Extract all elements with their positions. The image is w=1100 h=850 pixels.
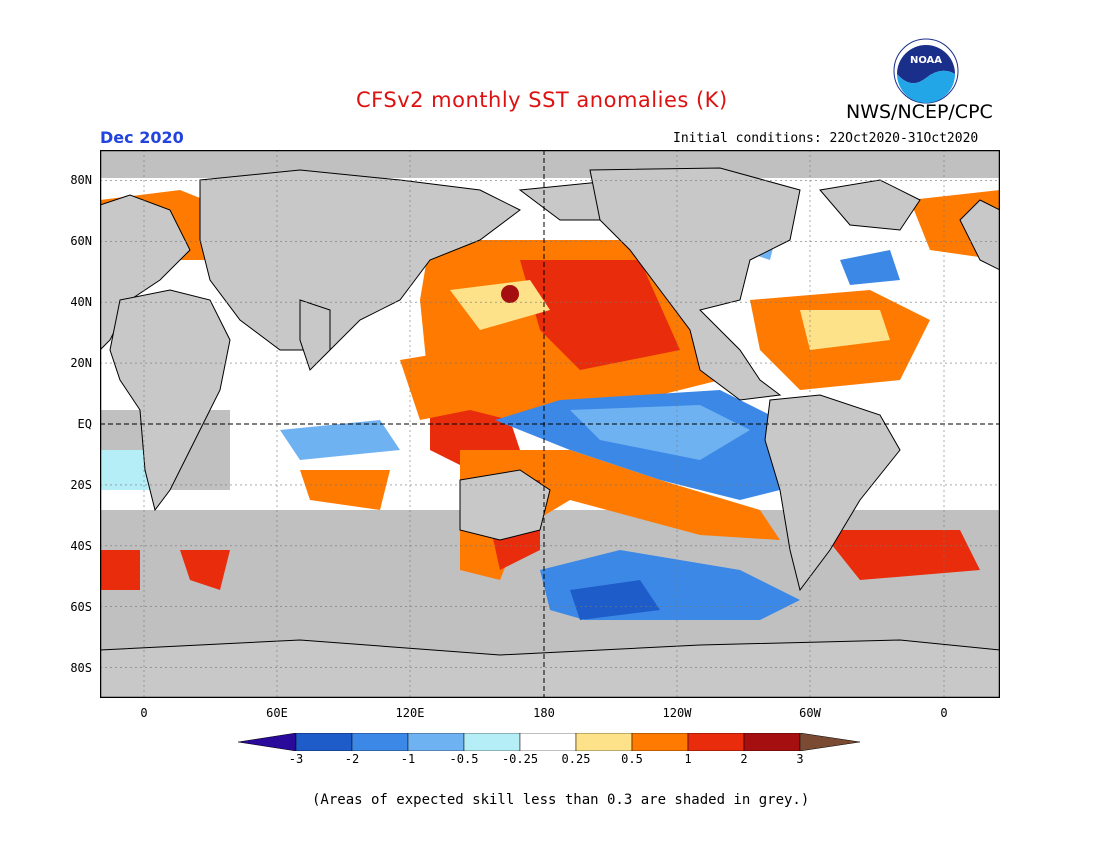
forecast-month: Dec 2020 bbox=[100, 128, 184, 147]
chart-title: CFSv2 monthly SST anomalies (K) bbox=[356, 88, 728, 112]
colorbar-segment-10 bbox=[799, 733, 861, 751]
colorbar-segment-6 bbox=[575, 733, 633, 751]
colorbar-segment-0 bbox=[238, 733, 297, 751]
colorbar-label: -3 bbox=[288, 752, 304, 766]
lat-tick-40s: 40S bbox=[70, 539, 92, 553]
colorbar-segment-3 bbox=[407, 733, 465, 751]
colorbar-segment-9 bbox=[743, 733, 801, 751]
lon-tick-60e: 60E bbox=[266, 706, 288, 720]
lat-tick-60s: 60S bbox=[70, 600, 92, 614]
colorbar-label: 0.5 bbox=[621, 752, 643, 766]
noaa-logo: NOAA bbox=[893, 38, 959, 104]
colorbar-segment-7 bbox=[631, 733, 689, 751]
lat-tick-20n: 20N bbox=[70, 356, 92, 370]
lat-tick-80s: 80S bbox=[70, 661, 92, 675]
lat-tick-60n: 60N bbox=[70, 234, 92, 248]
graticule bbox=[100, 150, 1000, 698]
colorbar-segment-1 bbox=[295, 733, 353, 751]
low-skill-north bbox=[100, 150, 1000, 178]
colorbar-segment-8 bbox=[687, 733, 745, 751]
colorbar-label: 2 bbox=[740, 752, 748, 766]
colorbar-label: -0.5 bbox=[449, 752, 479, 766]
colorbar-label: -0.25 bbox=[501, 752, 539, 766]
colorbar-segment-2 bbox=[351, 733, 409, 751]
lat-tick-20s: 20S bbox=[70, 478, 92, 492]
lat-tick-40n: 40N bbox=[70, 295, 92, 309]
reference-lines bbox=[100, 150, 1000, 698]
initial-conditions: Initial conditions: 22Oct2020-31Oct2020 bbox=[673, 131, 979, 146]
colorbar-label: 3 bbox=[796, 752, 804, 766]
colorbar-segment-5 bbox=[519, 733, 577, 751]
sst-anomaly-map bbox=[100, 150, 1000, 698]
skill-note: (Areas of expected skill less than 0.3 a… bbox=[312, 792, 810, 808]
lon-tick-120w: 120W bbox=[662, 706, 692, 720]
lon-tick-0-east: 0 bbox=[940, 706, 948, 720]
lon-tick-60w: 60W bbox=[799, 706, 821, 720]
colorbar bbox=[238, 733, 861, 751]
anomaly-fields bbox=[100, 150, 1000, 698]
agency-label: NWS/NCEP/CPC bbox=[846, 101, 993, 123]
lon-tick-0: 0 bbox=[140, 706, 148, 720]
colorbar-label: -1 bbox=[400, 752, 416, 766]
land bbox=[100, 167, 1000, 698]
colorbar-segment-4 bbox=[463, 733, 521, 751]
colorbar-label: 1 bbox=[684, 752, 692, 766]
lat-tick-eq: EQ bbox=[77, 417, 92, 431]
colorbar-label: -2 bbox=[344, 752, 360, 766]
lon-tick-180: 180 bbox=[533, 706, 555, 720]
lon-tick-120e: 120E bbox=[395, 706, 425, 720]
lat-tick-80n: 80N bbox=[70, 173, 92, 187]
logo-text: NOAA bbox=[910, 55, 942, 66]
colorbar-label: 0.25 bbox=[561, 752, 591, 766]
